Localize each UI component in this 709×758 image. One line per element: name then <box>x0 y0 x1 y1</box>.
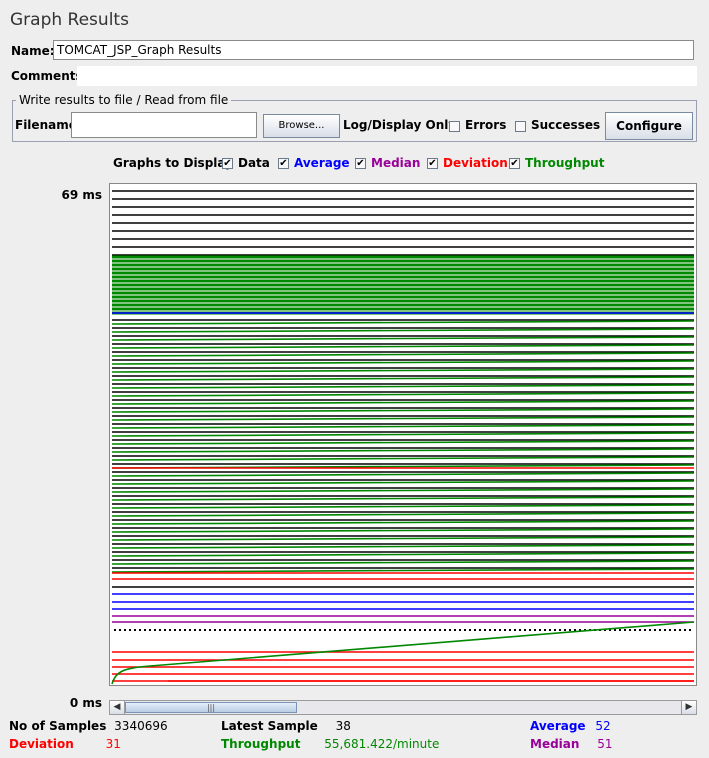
throughput-series-line <box>111 496 695 501</box>
throughput-series-line <box>111 328 695 333</box>
throughput-series-line <box>111 488 695 493</box>
horizontal-scrollbar[interactable]: ◀ ||| ▶ <box>109 700 697 715</box>
y-min-label: 0 ms <box>69 696 102 710</box>
average-checkbox[interactable]: ✔ <box>278 158 289 169</box>
successes-checkbox[interactable] <box>515 121 526 132</box>
throughput-series-line <box>111 544 695 549</box>
configure-button[interactable]: Configure <box>605 112 693 140</box>
throughput-series-line <box>111 368 695 373</box>
deviation-stat-label: Deviation <box>9 737 74 751</box>
graph-canvas <box>111 190 695 685</box>
average-stat-value: 52 <box>595 719 611 733</box>
throughput-series-line <box>111 408 695 413</box>
throughput-series-line <box>111 448 695 453</box>
file-panel <box>12 100 697 142</box>
graphs-to-display-row: Graphs to Display ✔ Data ✔ Average ✔ Med… <box>0 155 709 171</box>
throughput-series-line <box>111 456 695 461</box>
file-panel-title: Write results to file / Read from file <box>16 93 232 107</box>
y-max-label: 69 ms <box>61 188 102 202</box>
data-checkbox[interactable]: ✔ <box>222 158 233 169</box>
throughput-series-line <box>111 520 695 525</box>
throughput-series-line <box>111 440 695 445</box>
throughput-series-line <box>111 552 695 557</box>
arrow-left-icon[interactable]: ◀ <box>110 701 125 714</box>
samples-stat: No of Samples 3340696 <box>9 719 168 733</box>
throughput-series-line <box>111 432 695 437</box>
window-title: Graph Results <box>10 10 129 30</box>
throughput-series-line <box>111 512 695 517</box>
graph-plot-area <box>109 183 697 686</box>
latest-sample-stat: Latest Sample 38 <box>221 719 351 733</box>
deviation-stat-value: 31 <box>105 737 121 751</box>
samples-label: No of Samples <box>9 719 107 733</box>
throughput-series-line <box>111 344 695 349</box>
throughput-series-line <box>111 416 695 421</box>
deviation-stat: Deviation 31 <box>9 737 121 751</box>
scrollbar-thumb[interactable]: ||| <box>125 702 297 713</box>
throughput-series-line <box>111 480 695 485</box>
browse-button[interactable]: Browse... <box>263 114 340 138</box>
graphs-to-display-label: Graphs to Display <box>113 156 233 170</box>
latest-sample-label: Latest Sample <box>221 719 318 733</box>
errors-label: Errors <box>465 118 507 132</box>
data-option-label: Data <box>238 156 270 170</box>
throughput-stat: Throughput 55,681.422/minute <box>221 737 439 751</box>
throughput-series-line <box>111 568 695 573</box>
average-stat: Average 52 <box>530 719 611 733</box>
median-option-label: Median <box>371 156 421 170</box>
filename-label: Filename <box>15 118 77 132</box>
deviation-option-label: Deviation <box>443 156 508 170</box>
latest-sample-value: 38 <box>335 719 351 733</box>
throughput-series-line <box>111 536 695 541</box>
filename-input[interactable] <box>71 112 257 138</box>
throughput-series-line <box>111 504 695 509</box>
samples-value: 3340696 <box>114 719 168 733</box>
median-stat-value: 51 <box>597 737 613 751</box>
throughput-series-line <box>111 472 695 477</box>
arrow-right-icon[interactable]: ▶ <box>681 701 696 714</box>
comments-input[interactable] <box>77 66 697 86</box>
throughput-curve <box>111 621 695 685</box>
throughput-series-line <box>111 352 695 357</box>
throughput-series-line <box>111 392 695 397</box>
throughput-series-line <box>111 400 695 405</box>
successes-label: Successes <box>531 118 601 132</box>
average-option-label: Average <box>294 156 350 170</box>
average-stat-label: Average <box>530 719 586 733</box>
throughput-stat-value: 55,681.422/minute <box>324 737 440 751</box>
throughput-series-line <box>111 560 695 565</box>
median-checkbox[interactable]: ✔ <box>355 158 366 169</box>
throughput-stat-label: Throughput <box>221 737 301 751</box>
median-stat-label: Median <box>530 737 580 751</box>
throughput-series-line <box>111 376 695 381</box>
throughput-series-line <box>111 360 695 365</box>
throughput-series-line <box>111 320 695 325</box>
throughput-series-line <box>111 528 695 533</box>
throughput-series-line <box>111 336 695 341</box>
throughput-series-line <box>111 424 695 429</box>
name-row: Name: TOMCAT_JSP_Graph Results <box>10 40 698 62</box>
name-label: Name: <box>11 44 55 58</box>
throughput-option-label: Throughput <box>525 156 605 170</box>
deviation-checkbox[interactable]: ✔ <box>427 158 438 169</box>
throughput-checkbox[interactable]: ✔ <box>509 158 520 169</box>
errors-checkbox[interactable] <box>449 121 460 132</box>
grip-icon: ||| <box>206 703 216 712</box>
log-display-only-label: Log/Display Only: <box>343 118 461 132</box>
throughput-series-line <box>111 384 695 389</box>
comments-label: Comments: <box>11 69 88 83</box>
name-input[interactable]: TOMCAT_JSP_Graph Results <box>53 40 694 60</box>
median-stat: Median 51 <box>530 737 613 751</box>
